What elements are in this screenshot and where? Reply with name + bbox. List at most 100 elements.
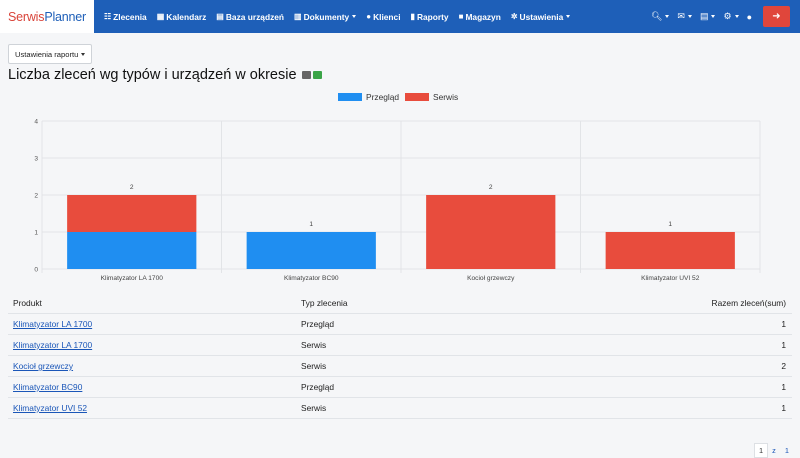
nav-label: Baza urządzeń: [225, 11, 285, 22]
product-link[interactable]: Klimatyzator LA 1700: [13, 340, 93, 350]
product-link[interactable]: Klimatyzator BC90: [13, 382, 83, 392]
nav-item-baza-urządzeń[interactable]: ▤ Baza urządzeń: [216, 12, 284, 22]
print-icon[interactable]: [301, 71, 311, 79]
order-count: 2: [781, 361, 786, 371]
bar-serwis: [605, 232, 735, 269]
settings-icon[interactable]: ⚙: [723, 11, 739, 22]
nav-item-klienci[interactable]: ● Klienci: [366, 12, 400, 22]
y-tick-label: 4: [34, 119, 38, 126]
order-type: Przegląd: [301, 382, 335, 392]
table-header: Produkt Typ zlecenia Razem zleceń(sum): [8, 293, 792, 314]
order-type: Serwis: [301, 361, 327, 371]
logout-icon: ➜: [772, 11, 781, 22]
nav-right-icons: 🔍︎ ✉ ▤ ⚙ ●: [643, 0, 752, 33]
order-count: 1: [781, 340, 786, 350]
bar-chart: Przegląd Serwis 0 1 2 3 4 2 Klimatyzator LA 1700…: [0, 88, 800, 288]
nav-item-kalendarz[interactable]: ▦ Kalendarz: [157, 12, 207, 22]
table-row: Klimatyzator UVI 52 Serwis 1: [8, 398, 792, 419]
x-tick-label: Klimatyzator UVI 52: [641, 275, 700, 282]
search-icon[interactable]: 🔍︎: [651, 11, 670, 22]
nav-label: Zlecenia: [113, 11, 147, 22]
nav-icon: ▤: [216, 12, 224, 21]
brand-part2: Planner: [44, 9, 86, 24]
page-total[interactable]: 1: [784, 446, 789, 455]
legend-label: Serwis: [433, 92, 458, 102]
main-menu: ☷ Zlecenia ▦ Kalendarz ▤ Baza urządzeń ▥ Dokume…: [104, 12, 580, 22]
top-navbar: Serwis Planner ☷ Zlecenia ▦ Kalendarz ▤ Baza u…: [0, 0, 800, 33]
bar-przegląd: [67, 232, 197, 269]
nav-icon: ☷: [104, 12, 112, 21]
chevron-down-icon: [566, 15, 571, 18]
nav-icon: ▥: [294, 12, 302, 21]
bar-przegląd: [246, 232, 376, 269]
nav-item-magazyn[interactable]: ■ Magazyn: [459, 12, 501, 22]
pagination: 1 z 1: [754, 443, 794, 458]
nav-label: Magazyn: [465, 11, 501, 22]
page-current[interactable]: 1: [754, 443, 769, 458]
nav-label: Kalendarz: [166, 11, 207, 22]
product-link[interactable]: Klimatyzator LA 1700: [13, 319, 93, 329]
excel-export-icon[interactable]: [312, 71, 322, 79]
nav-item-raporty[interactable]: ▮ Raporty: [411, 12, 449, 22]
order-type: Serwis: [301, 403, 327, 413]
bar-total-label: 1: [309, 221, 313, 228]
bar-total-label: 2: [130, 184, 134, 191]
nav-item-zlecenia[interactable]: ☷ Zlecenia: [104, 12, 147, 22]
y-tick-label: 1: [34, 230, 38, 237]
product-link[interactable]: Klimatyzator UVI 52: [13, 403, 88, 413]
nav-item-dokumenty[interactable]: ▥ Dokumenty: [294, 11, 357, 22]
nav-item-ustawienia[interactable]: ✲ Ustawienia: [510, 11, 571, 22]
nav-label: Ustawienia: [519, 11, 564, 22]
page-title: Liczba zleceń wg typów i urządzeń w okre…: [8, 67, 322, 83]
table-body: Klimatyzator LA 1700 Przegląd 1 Klimatyzato…: [8, 314, 792, 419]
table-row: Klimatyzator LA 1700 Przegląd 1: [8, 314, 792, 335]
report-table: Produkt Typ zlecenia Razem zleceń(sum) K…: [8, 293, 792, 419]
y-tick-label: 0: [34, 267, 38, 274]
page-of: z: [772, 446, 776, 455]
order-type: Serwis: [301, 340, 327, 350]
chat-icon[interactable]: ✉: [677, 11, 692, 22]
brand-logo[interactable]: Serwis Planner: [0, 0, 94, 33]
nav-icon: ■: [458, 12, 464, 21]
table-row: Kocioł grzewczy Serwis 2: [8, 356, 792, 377]
nav-icon: ●: [366, 12, 372, 21]
chevron-down-icon: [352, 15, 357, 18]
nav-label: Dokumenty: [303, 11, 350, 22]
order-type: Przegląd: [301, 319, 335, 329]
order-count: 1: [781, 403, 786, 413]
header-product[interactable]: Produkt: [13, 298, 42, 308]
report-settings-label: Ustawienia raportu: [15, 49, 79, 59]
x-tick-label: Klimatyzator LA 1700: [101, 275, 164, 282]
bar-total-label: 2: [489, 184, 493, 191]
nav-icon: ✲: [510, 12, 518, 21]
nav-icon: ▮: [410, 12, 415, 21]
order-count: 1: [781, 319, 786, 329]
y-tick-label: 3: [34, 156, 38, 163]
chart-svg: Przegląd Serwis 0 1 2 3 4 2 Klimatyzator LA 1700…: [34, 92, 761, 282]
nav-label: Klienci: [373, 11, 401, 22]
page-title-text: Liczba zleceń wg typów i urządzeń w okre…: [8, 67, 297, 83]
legend-swatch: [338, 93, 362, 101]
nav-icon: ▦: [156, 12, 165, 21]
legend-swatch: [405, 93, 429, 101]
report-settings-button[interactable]: Ustawienia raportu: [8, 44, 93, 64]
order-count: 1: [781, 382, 786, 392]
nav-label: Raporty: [416, 11, 449, 22]
logout-button[interactable]: ➜: [763, 6, 790, 27]
table-row: Klimatyzator LA 1700 Serwis 1: [8, 335, 792, 356]
bar-serwis: [426, 195, 556, 269]
clipboard-icon[interactable]: ▤: [700, 11, 716, 22]
y-tick-label: 2: [34, 193, 38, 200]
bar-serwis: [67, 195, 197, 232]
x-tick-label: Klimatyzator BC90: [284, 275, 339, 282]
header-count[interactable]: Razem zleceń(sum): [711, 298, 786, 308]
header-type[interactable]: Typ zlecenia: [301, 298, 348, 308]
chevron-down-icon: [81, 52, 86, 56]
bar-total-label: 1: [668, 221, 672, 228]
user-icon[interactable]: ●: [746, 11, 752, 22]
product-link[interactable]: Kocioł grzewczy: [13, 361, 74, 371]
legend-label: Przegląd: [366, 92, 399, 102]
x-tick-label: Kocioł grzewczy: [467, 275, 515, 282]
brand-part1: Serwis: [8, 9, 45, 24]
table-row: Klimatyzator BC90 Przegląd 1: [8, 377, 792, 398]
